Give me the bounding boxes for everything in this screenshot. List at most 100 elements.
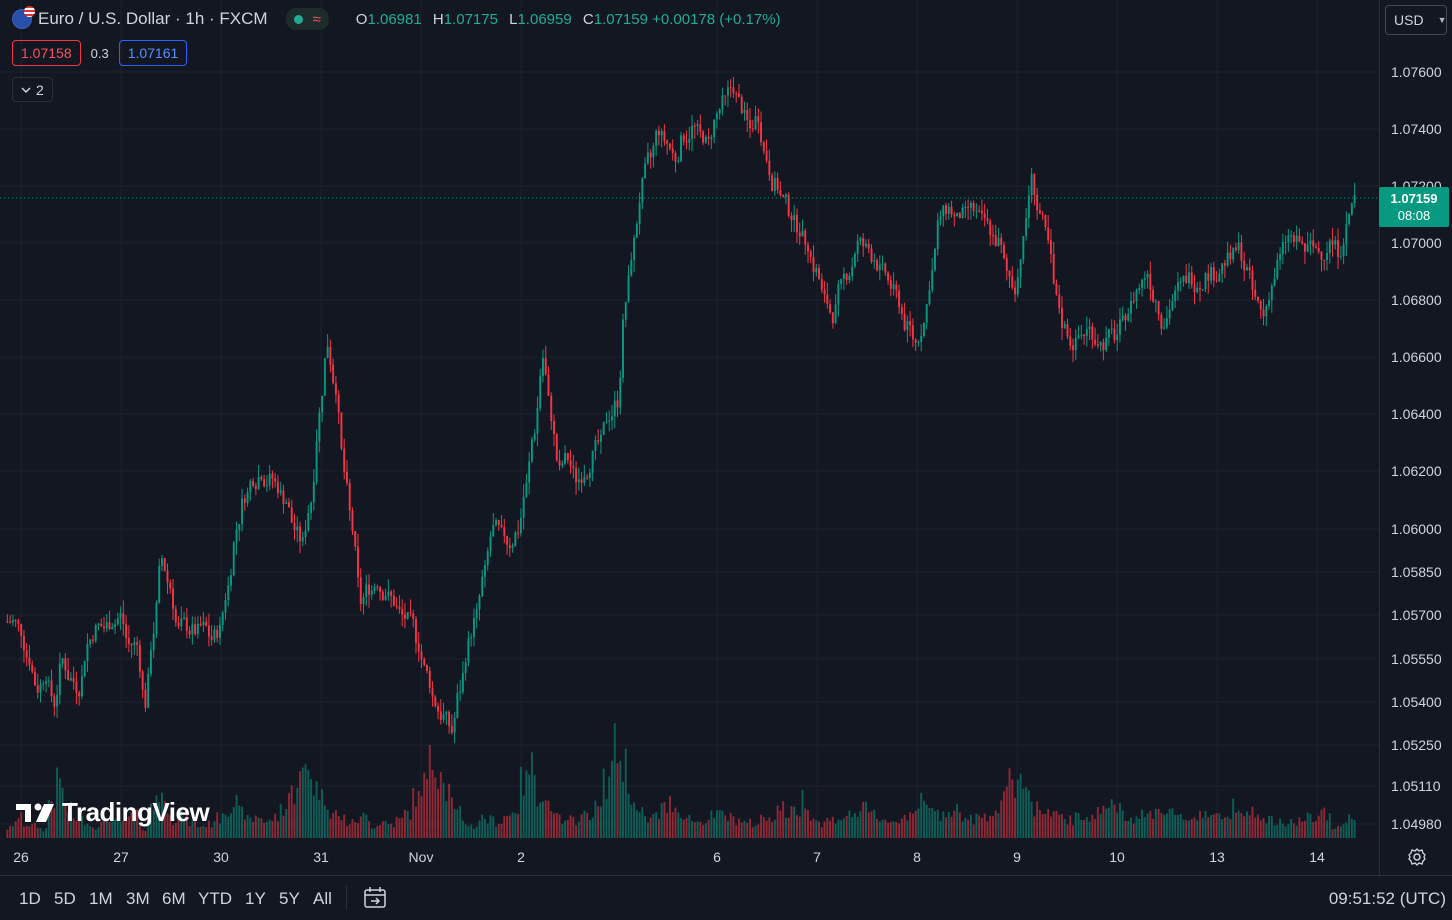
volume-bar — [415, 806, 417, 838]
goto-date-calendar-icon[interactable] — [363, 886, 389, 910]
candle-body — [293, 522, 296, 531]
volume-bar — [475, 826, 478, 838]
indicators-toggle-button[interactable]: 2 — [12, 77, 53, 102]
volume-bar — [1016, 779, 1019, 838]
timeframe-1y-button[interactable]: 1Y — [245, 889, 266, 908]
symbol-title[interactable]: Euro / U.S. Dollar · 1h · FXCM — [38, 9, 268, 28]
volume-bar — [514, 813, 517, 838]
price-tick-label: 1.07600 — [1391, 64, 1442, 80]
candle-body — [967, 206, 970, 208]
volume-bar — [417, 790, 420, 838]
volume-bar — [746, 822, 749, 838]
volume-bar — [1182, 819, 1185, 838]
candle-body — [56, 694, 59, 707]
timeframe-1m-button[interactable]: 1M — [89, 889, 113, 908]
volume-bar — [279, 803, 282, 838]
volume-bar — [152, 809, 155, 838]
candle-body — [431, 687, 434, 697]
candle-body — [1049, 240, 1052, 255]
timeframe-5d-button[interactable]: 5D — [54, 889, 76, 908]
candle-body — [594, 440, 597, 451]
volume-bar — [525, 770, 528, 838]
volume-bar — [547, 800, 550, 838]
volume-bar — [238, 805, 241, 838]
candle-body — [1257, 296, 1259, 302]
volume-bar — [646, 822, 649, 838]
candle-body — [241, 498, 244, 525]
volume-bar — [1193, 817, 1196, 838]
volume-bar — [14, 821, 17, 838]
volume-bar — [980, 817, 983, 838]
volume-bar — [1061, 814, 1063, 838]
candle-body — [1085, 329, 1088, 336]
candle-body — [564, 453, 567, 464]
candle-body — [1276, 259, 1279, 279]
candle-body — [1281, 242, 1284, 255]
volume-bar — [738, 818, 740, 838]
volume-bar — [622, 781, 624, 838]
timeframe-6m-button[interactable]: 6M — [162, 889, 186, 908]
candle-body — [1182, 275, 1185, 282]
candle-body — [1121, 315, 1124, 320]
utc-clock[interactable]: 09:51:52 (UTC) — [1328, 889, 1446, 908]
time-axis[interactable]: 26 27 30 31 Nov 2 6 7 8 9 10 13 14 — [13, 849, 1325, 865]
timeframe-1d-button[interactable]: 1D — [19, 889, 41, 908]
sell-price-button[interactable]: 1.07158 — [12, 40, 81, 66]
timeframe-ytd-button[interactable]: YTD — [198, 889, 232, 908]
candle-body — [1146, 273, 1149, 278]
timeframe-5y-button[interactable]: 5Y — [279, 889, 300, 908]
candle-body — [1326, 253, 1328, 261]
candle-body — [133, 642, 136, 646]
volume-bar — [660, 803, 663, 838]
volume-bar — [867, 812, 870, 838]
candle-body — [238, 524, 241, 531]
volume-bar — [1019, 773, 1022, 838]
volume-bar — [484, 818, 486, 838]
symbol-legend[interactable]: Euro / U.S. Dollar · 1h · FXCM ≈ O1.0698… — [12, 6, 781, 31]
volume-bar — [544, 800, 547, 838]
volume-bar — [898, 823, 901, 838]
timeframe-all-button[interactable]: All — [313, 889, 332, 908]
candle-body — [362, 597, 365, 604]
volume-bar — [735, 825, 738, 838]
tradingview-logo[interactable]: TradingView — [16, 797, 210, 828]
volume-bar — [64, 806, 67, 838]
candle-body — [724, 95, 727, 97]
candle-body — [191, 624, 194, 635]
candle-body — [9, 621, 12, 623]
candle-body — [1069, 336, 1072, 346]
candle-body — [782, 195, 785, 197]
candle-body — [842, 273, 845, 279]
volume-bar — [116, 819, 119, 838]
candle-body — [928, 290, 931, 305]
candle-body — [633, 237, 636, 260]
candle-body — [599, 434, 602, 442]
market-status[interactable]: ≈ — [285, 8, 329, 30]
candle-body — [1237, 242, 1240, 251]
candle-body — [1091, 326, 1094, 340]
currency-select[interactable]: USD ▼ — [1385, 5, 1447, 35]
candle-body — [149, 650, 152, 674]
buy-price-button[interactable]: 1.07161 — [118, 40, 188, 66]
open-value: 1.06981 — [367, 10, 422, 28]
candle-body — [166, 570, 169, 583]
volume-bar — [1298, 817, 1301, 838]
price-chart[interactable]: 1.076001.074001.072001.070001.068001.066… — [0, 0, 1452, 875]
volume-bar — [205, 827, 208, 838]
volume-bar — [392, 827, 395, 838]
candle-body — [354, 530, 357, 547]
settings-gear-icon[interactable] — [1407, 847, 1427, 867]
candle-body — [243, 498, 246, 503]
timeframe-3m-button[interactable]: 3M — [126, 889, 150, 908]
price-axis[interactable]: 1.076001.074001.072001.070001.068001.066… — [1391, 64, 1442, 832]
volume-bar — [655, 812, 658, 838]
volume-bar — [925, 804, 928, 838]
volume-bar — [961, 821, 964, 838]
volume-bar — [218, 823, 221, 838]
candle-body — [1279, 254, 1282, 260]
last-price-label: 1.07159 08:08 — [1379, 187, 1449, 227]
volume-bar — [696, 821, 699, 838]
candle-body — [1309, 240, 1312, 245]
candle-body — [459, 691, 462, 693]
price-tick-label: 1.05110 — [1391, 778, 1441, 794]
